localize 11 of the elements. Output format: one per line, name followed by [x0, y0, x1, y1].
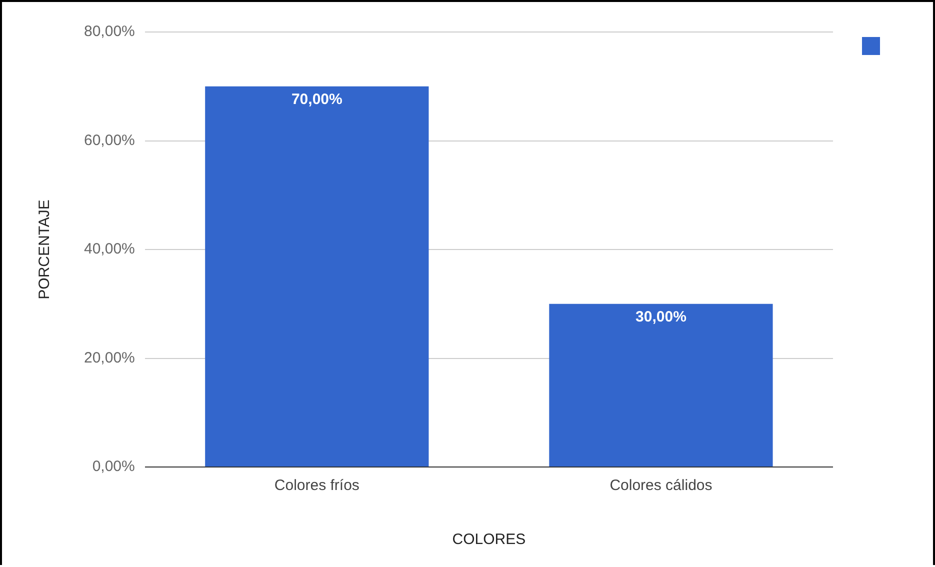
x-axis-title: COLORES	[452, 531, 526, 548]
y-tick-label: 0,00%	[92, 458, 135, 476]
data-label: 70,00%	[291, 91, 342, 108]
x-tick-label: Colores fríos	[274, 477, 360, 494]
y-tick-label: 80,00%	[84, 23, 135, 40]
data-label: 30,00%	[636, 308, 686, 326]
x-tick-label: Colores cálidos	[610, 477, 712, 494]
y-tick-label: 60,00%	[84, 132, 135, 149]
y-tick-label: 20,00%	[84, 349, 135, 366]
y-tick-label: 40,00%	[84, 240, 135, 258]
y-axis-title: PORCENTAJE	[36, 200, 54, 300]
